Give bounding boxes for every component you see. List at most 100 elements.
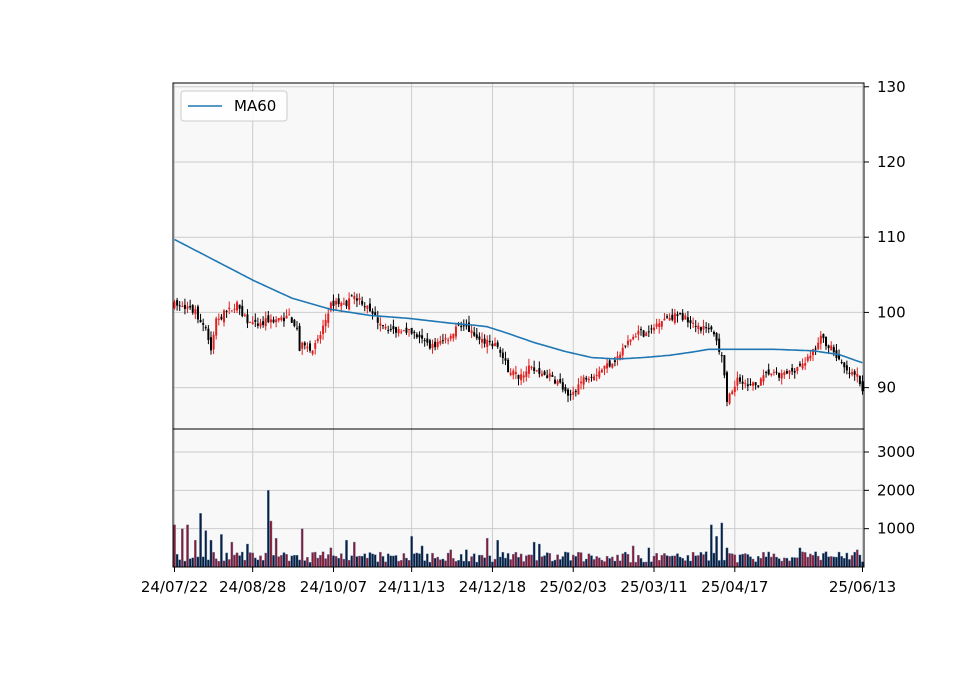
volume-bar: [485, 538, 489, 568]
volume-bar: [282, 552, 286, 568]
volume-bar: [548, 553, 552, 568]
candle-body: [587, 379, 590, 381]
volume-bar: [801, 551, 804, 568]
volume-bar: [762, 552, 765, 568]
candle-body: [530, 366, 533, 368]
candle-body: [186, 306, 189, 309]
volume-bar: [816, 555, 820, 568]
volume-bar: [814, 551, 817, 568]
volume-bar: [652, 555, 656, 568]
candle-body: [692, 322, 695, 324]
volume-bar: [558, 559, 562, 568]
volume-bar: [501, 552, 505, 568]
candle-body: [465, 325, 468, 327]
candle-body: [449, 335, 452, 339]
volume-bar: [209, 539, 213, 568]
candle-body: [408, 328, 411, 331]
candle-body: [580, 381, 583, 384]
candle-body: [215, 318, 218, 336]
volume-bar: [657, 560, 661, 568]
candle-body: [366, 305, 369, 309]
candle-body: [426, 338, 429, 343]
volume-bar: [517, 557, 520, 568]
volume-bar: [600, 559, 604, 568]
candle-body: [749, 384, 752, 386]
candle-body: [220, 316, 223, 320]
volume-bar: [384, 561, 387, 568]
candle-body: [564, 387, 567, 392]
volume-bar: [551, 560, 554, 568]
candle-body: [275, 319, 278, 323]
volume-bar: [819, 559, 823, 568]
candle-body: [327, 313, 330, 323]
volume-bar: [207, 559, 210, 568]
volume-bar: [358, 555, 361, 568]
volume-bar: [389, 555, 393, 568]
candle-body: [228, 307, 231, 310]
volume-bar: [183, 560, 187, 568]
volume-bar: [514, 551, 518, 568]
candle-body: [509, 372, 512, 375]
candle-body: [470, 330, 473, 334]
candle-body: [194, 309, 197, 315]
candle-body: [744, 383, 747, 385]
volume-bar: [191, 557, 195, 568]
candle-body: [548, 373, 551, 377]
candle-body: [277, 318, 280, 321]
legend-box: [180, 90, 288, 122]
candle-body: [679, 312, 682, 314]
volume-bar: [767, 551, 770, 568]
candle-body: [202, 323, 205, 325]
candle-body: [634, 336, 637, 338]
price-tick-label: 120: [877, 153, 906, 171]
candle-body: [793, 370, 796, 373]
volume-bar: [670, 555, 674, 568]
legend-ma60-label: MA60: [234, 97, 276, 115]
volume-bar: [373, 554, 377, 568]
volume-bar: [313, 551, 317, 568]
candle-body: [238, 304, 241, 309]
volume-bar: [848, 559, 851, 568]
candle-body: [647, 331, 650, 333]
candle-body: [858, 376, 861, 385]
volume-bar: [780, 560, 784, 568]
candle-body: [697, 325, 700, 330]
volume-bar: [668, 556, 671, 568]
volume-bar: [293, 554, 296, 568]
volume-bar: [788, 560, 791, 568]
volume-bar: [634, 561, 638, 568]
candle-body: [728, 393, 731, 404]
volume-bar: [626, 553, 630, 568]
volume-bar: [306, 557, 309, 568]
candle-body: [733, 386, 736, 393]
candle-body: [590, 376, 593, 378]
candle-body: [392, 326, 395, 330]
candle-body: [746, 384, 749, 387]
volume-bar: [376, 561, 380, 568]
volume-bar: [457, 560, 460, 568]
candle-body: [431, 343, 434, 348]
volume-bar: [728, 553, 731, 568]
candle-body: [444, 338, 447, 340]
volume-bar: [498, 556, 502, 568]
volume-bar: [173, 524, 176, 568]
volume-bar: [511, 554, 515, 568]
candle-body: [478, 336, 481, 340]
volume-bar: [342, 558, 346, 568]
candle-body: [454, 326, 457, 337]
candle-body: [707, 327, 710, 330]
volume-bar: [858, 554, 862, 568]
candle-body: [189, 305, 192, 308]
candle-body: [241, 305, 244, 317]
volume-y-axis: 1000 2000 3000: [864, 443, 915, 538]
volume-bar: [251, 552, 254, 568]
candle-body: [436, 341, 439, 347]
candle-body: [819, 335, 822, 344]
candle-body: [598, 371, 601, 378]
price-tick-label: 100: [877, 303, 906, 321]
volume-bar: [491, 561, 494, 568]
candle-body: [621, 347, 624, 356]
volume-bar: [824, 551, 828, 568]
candle-body: [757, 385, 760, 387]
